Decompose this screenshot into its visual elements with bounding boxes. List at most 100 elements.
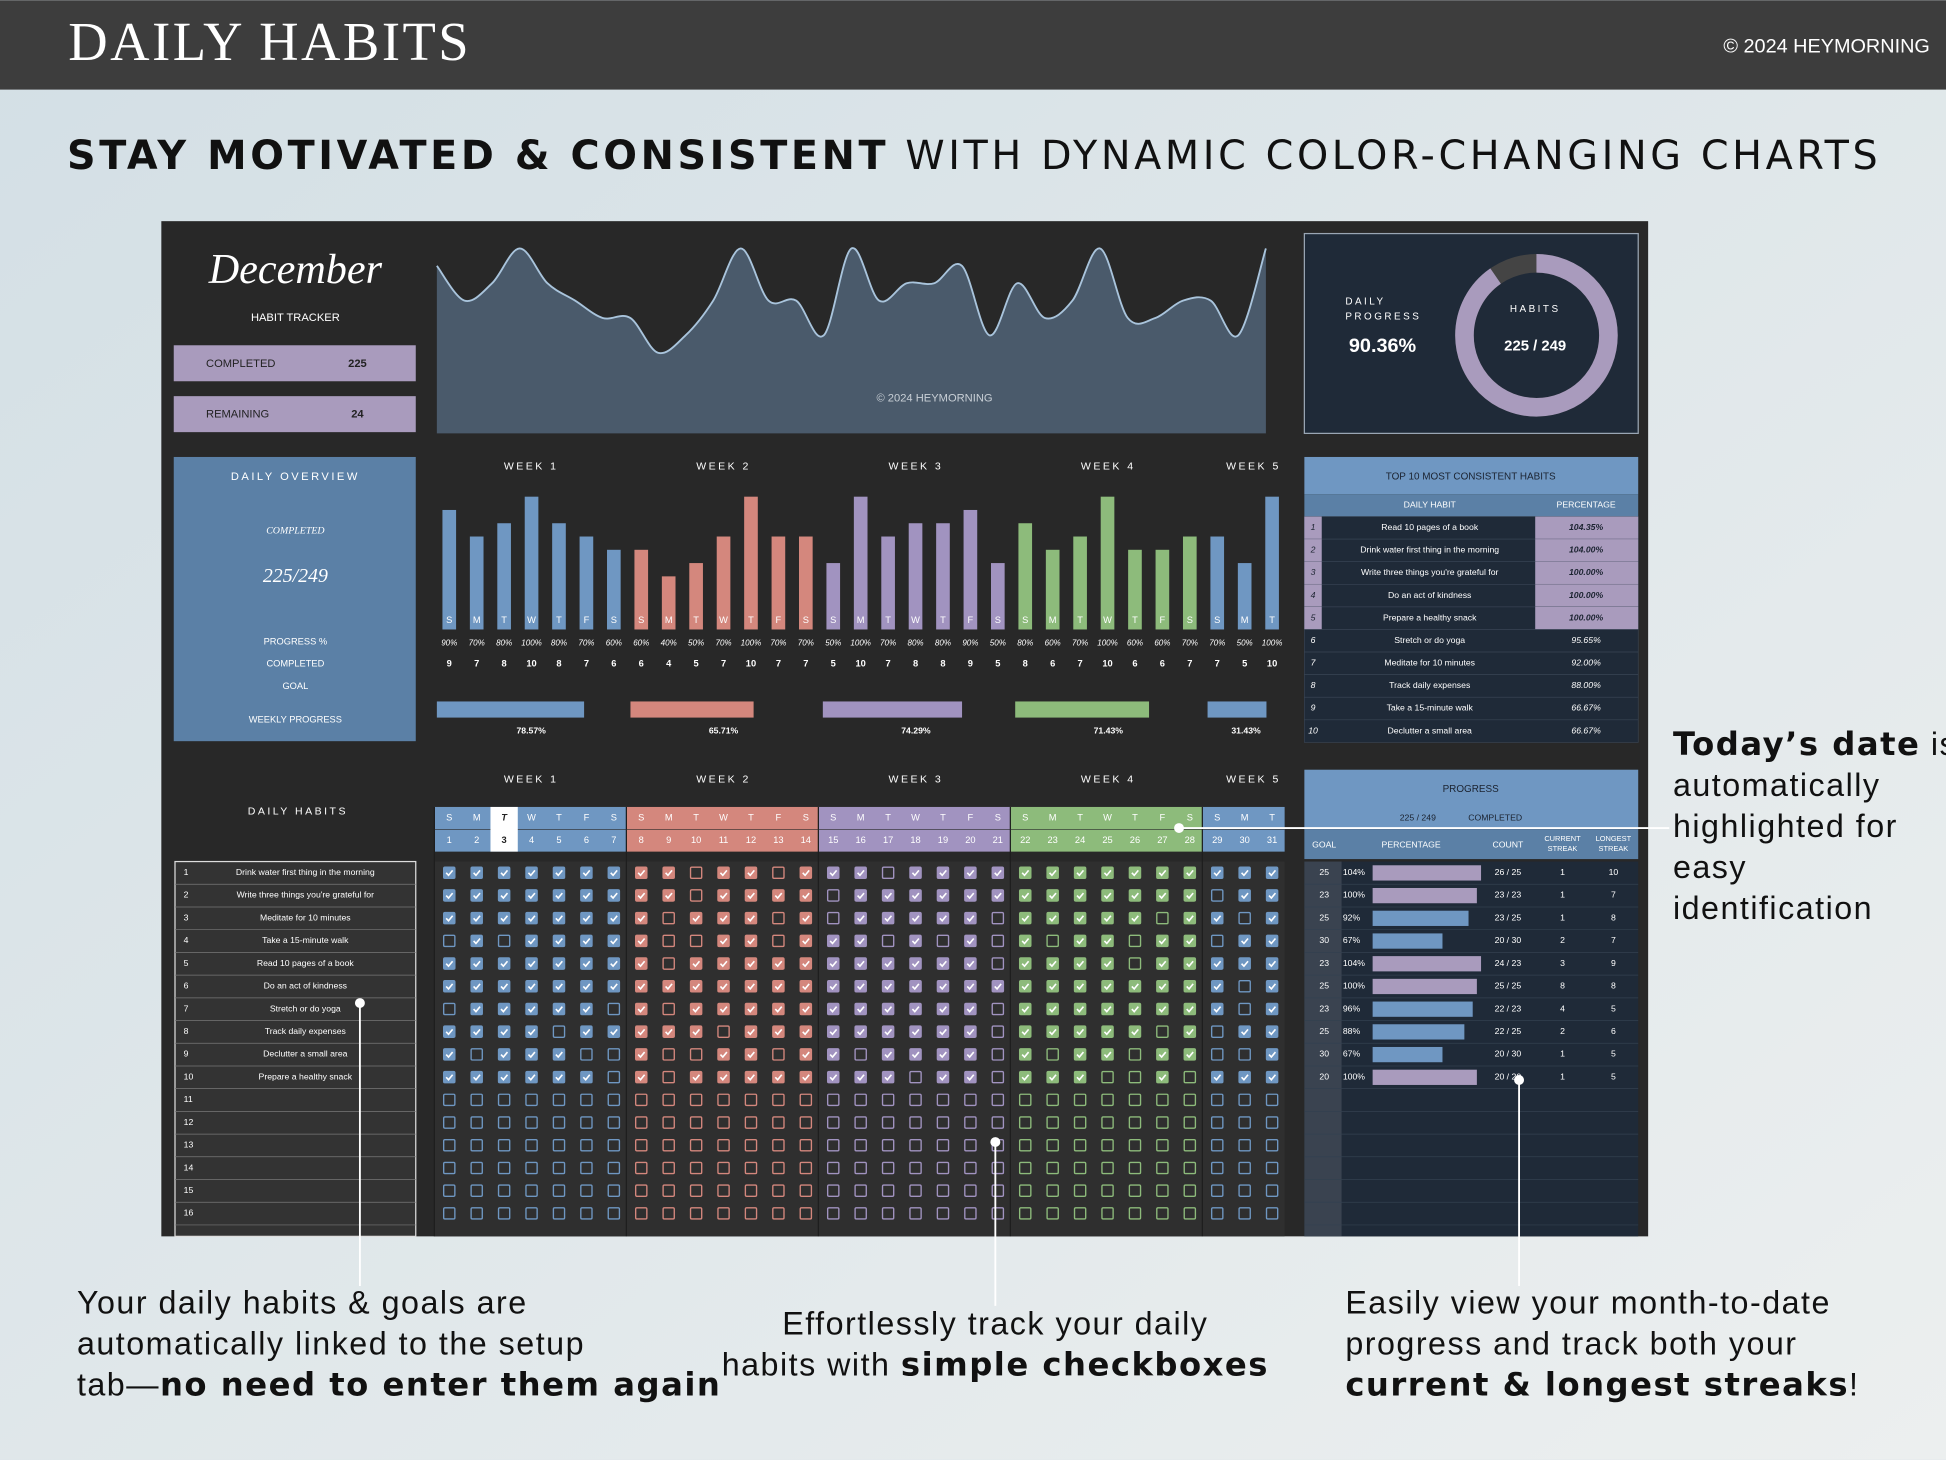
checkmark (856, 960, 865, 968)
longest-streak: 5 (1611, 1003, 1616, 1013)
bar (497, 523, 511, 630)
progress-bar (1372, 910, 1469, 926)
checkbox (936, 1207, 950, 1220)
checkmark (774, 892, 783, 900)
checkmark (1076, 892, 1085, 900)
checkbox (799, 911, 813, 925)
checkbox (1073, 1093, 1087, 1107)
checkbox (772, 980, 785, 993)
checkbox (1046, 1138, 1059, 1152)
checkmark (610, 960, 618, 968)
checkbox (1101, 1048, 1114, 1061)
checkbox (1156, 1184, 1169, 1197)
checkbox (552, 866, 566, 879)
checkmark (637, 892, 646, 900)
checkbox (470, 1048, 483, 1061)
checkbox (443, 934, 456, 948)
top10-rank-cell (1304, 561, 1322, 585)
checkbox (1183, 1184, 1197, 1197)
top10-pct-cell (1535, 516, 1639, 540)
checkbox (525, 1070, 538, 1084)
habit-number: 1 (184, 867, 189, 877)
bar-day-letter: T (748, 615, 754, 625)
checkbox (964, 889, 977, 902)
checkbox (525, 1184, 538, 1197)
checkbox (1128, 1207, 1142, 1220)
checkbox (1265, 889, 1279, 902)
checkbox (881, 1025, 895, 1038)
checkmark (802, 960, 810, 968)
checkbox (854, 866, 867, 879)
checkbox (909, 1048, 922, 1061)
checkbox (580, 957, 593, 970)
checkbox (497, 957, 511, 970)
checkbox (936, 1025, 950, 1038)
checkmark (966, 960, 975, 968)
checkbox (1046, 1025, 1059, 1038)
checkmark (1186, 937, 1194, 945)
checkbox (1265, 1116, 1279, 1129)
checkmark (582, 1028, 591, 1036)
remaining-value: 24 (351, 409, 364, 421)
checkbox (634, 1116, 648, 1129)
bar (1128, 549, 1142, 630)
checkbox (854, 1116, 867, 1129)
checkbox (826, 1184, 840, 1197)
checkbox (1265, 1070, 1279, 1084)
week-label: WEEK 2 (696, 773, 751, 785)
top10-header (1304, 456, 1639, 495)
checkbox (1101, 1025, 1114, 1038)
count-label: 10 (1102, 659, 1112, 669)
checkbox (662, 911, 675, 925)
checkmark (884, 1051, 893, 1059)
checkmark (802, 983, 810, 991)
checkmark (747, 1074, 755, 1081)
checkmark (1213, 983, 1222, 991)
checkmark (1213, 915, 1222, 922)
checkbox (1210, 957, 1224, 970)
day-number: 8 (639, 835, 644, 845)
checkbox (607, 866, 621, 879)
checkbox (634, 911, 648, 925)
day-number: 3 (502, 835, 507, 845)
checkbox (525, 1093, 538, 1107)
checkbox (525, 1207, 538, 1220)
checkbox (1156, 866, 1169, 879)
checkmark (473, 892, 481, 900)
top10-pct: 92.00% (1571, 658, 1601, 668)
week-progress-bar (1207, 701, 1267, 718)
checkbox (607, 889, 621, 902)
checkbox (1183, 1161, 1197, 1175)
count-label: 6 (1050, 659, 1055, 669)
checkbox (1238, 889, 1251, 902)
week-progress-bar (630, 701, 754, 718)
checkbox (964, 980, 977, 993)
checkmark (911, 1051, 920, 1059)
checkmark (1158, 1074, 1167, 1081)
day-letter: W (911, 813, 920, 823)
checkbox (964, 1093, 977, 1107)
checkmark (1048, 1028, 1057, 1036)
checkbox (854, 934, 867, 948)
checkmark (911, 915, 920, 922)
checkmark (1131, 1028, 1139, 1036)
checkbox (964, 1070, 977, 1084)
checkbox (881, 1184, 895, 1197)
top10-habit: Write three things you're grateful for (1361, 567, 1499, 577)
checkbox (662, 1161, 675, 1175)
checkmark (473, 960, 481, 968)
checkmark (555, 915, 563, 922)
callout-line: Effortlessly track your daily (782, 1305, 1208, 1341)
top10-rank-cell (1304, 539, 1322, 562)
callout-text: easy (1673, 849, 1747, 885)
bar-day-letter: T (556, 615, 562, 625)
checkbox (826, 957, 840, 970)
bar-day-letter: S (1187, 615, 1193, 625)
current-streak: 1 (1560, 1049, 1565, 1059)
checkbox (1183, 911, 1197, 925)
day-number: 14 (801, 835, 811, 845)
checkmark (719, 1051, 728, 1059)
checkbox (799, 1116, 813, 1129)
checkbox (1046, 1207, 1059, 1220)
